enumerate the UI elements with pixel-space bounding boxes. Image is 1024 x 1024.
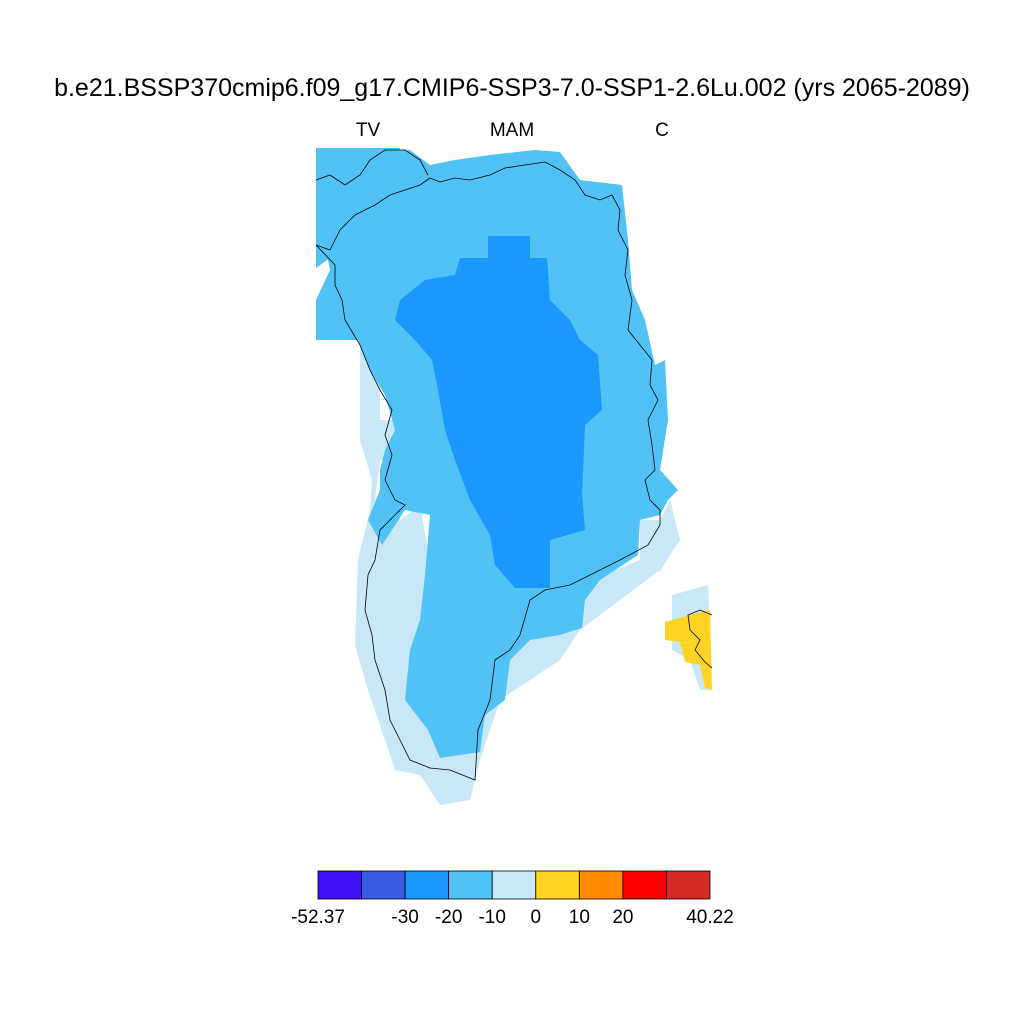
colorbar-box: [448, 870, 493, 900]
coastline-north: [315, 149, 429, 186]
colorbar-box: [404, 870, 450, 900]
map-region-interior: [395, 236, 602, 588]
subtitle-units: C: [655, 120, 669, 141]
plot-title: b.e21.BSSP370cmip6.f09_g17.CMIP6-SSP3-7.…: [54, 74, 970, 102]
map-region-margin-east: [640, 520, 678, 572]
colorbar-label: 40.22: [686, 907, 734, 928]
coastline-iceland: [687, 609, 713, 669]
colorbar-label: 10: [569, 907, 590, 928]
colorbar-label: -20: [435, 907, 462, 928]
subtitle-season: MAM: [489, 120, 535, 141]
map-region-iceland: [665, 610, 712, 690]
colorbar-box: [491, 870, 537, 900]
subtitle-variable: TV: [355, 120, 381, 141]
colorbar-box: [317, 870, 362, 900]
coastline: [315, 161, 661, 781]
map-region-northwest: [316, 148, 400, 268]
colorbar-box: [578, 870, 624, 900]
colorbar-box: [666, 870, 711, 900]
colorbar-box: [361, 870, 406, 900]
colorbar-label: -52.37: [291, 907, 345, 928]
colorbar-label: -10: [478, 907, 505, 928]
colorbar-label: 20: [612, 907, 633, 928]
colorbar-box: [622, 870, 667, 900]
colorbar-box: [535, 870, 580, 900]
colorbar-label: -30: [391, 907, 418, 928]
colorbar-label: 0: [530, 907, 541, 928]
